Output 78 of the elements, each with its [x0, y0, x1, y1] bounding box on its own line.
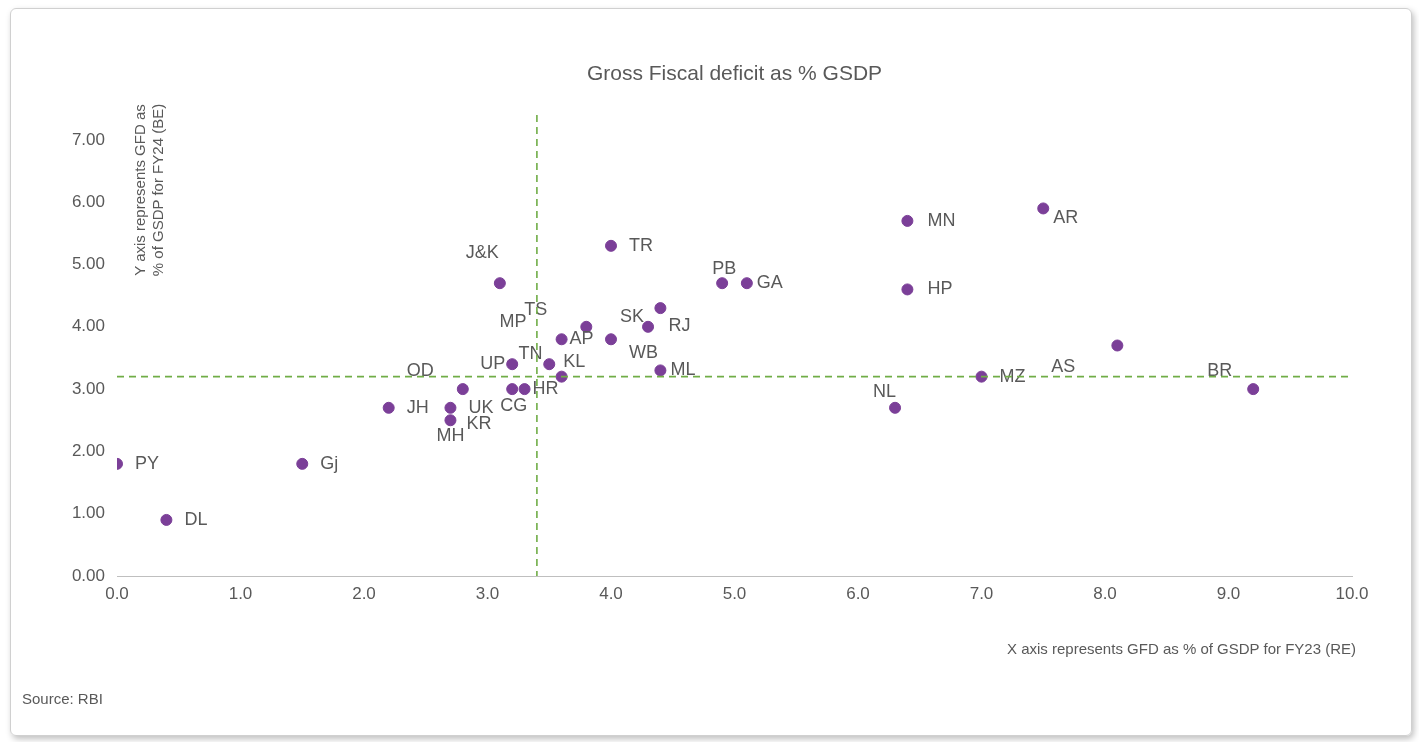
- annotation: OD: [406, 360, 434, 381]
- annotation: TN: [518, 342, 543, 363]
- y-tick-label: 5.00: [71, 254, 105, 274]
- annotation: HP: [927, 278, 953, 299]
- point: [654, 364, 667, 377]
- point: [444, 401, 457, 414]
- annotation: J&K: [465, 242, 499, 263]
- annotation: MH: [436, 425, 465, 446]
- x-tick-label: 9.0: [1216, 583, 1241, 603]
- y-tick-label: 6.00: [71, 191, 105, 211]
- point: [506, 358, 519, 371]
- point: [296, 457, 309, 470]
- annotation: Gj: [320, 452, 339, 473]
- x-tick-label: 0.0: [105, 583, 129, 603]
- annotation: AP: [569, 328, 594, 349]
- annotation: WB: [629, 342, 658, 363]
- annotation: PY: [135, 452, 160, 473]
- x-tick-label: 5.0: [722, 583, 747, 603]
- annotation: MP: [499, 311, 527, 332]
- x-tick-label: 3.0: [475, 583, 500, 603]
- point: [444, 414, 457, 427]
- annotation: CG: [500, 395, 528, 416]
- annotation: TR: [629, 234, 653, 255]
- annotation: SK: [620, 305, 645, 326]
- annotation: MN: [927, 209, 956, 230]
- point: [901, 214, 914, 227]
- point: [382, 401, 395, 414]
- point: [518, 383, 531, 396]
- annotation: PB: [712, 258, 737, 279]
- source-note: Source: RBI: [22, 690, 103, 708]
- annotation: KL: [563, 351, 586, 372]
- point: [901, 283, 914, 296]
- point: [654, 302, 667, 315]
- point: [456, 383, 469, 396]
- annotation: NL: [873, 380, 897, 401]
- point: [1111, 339, 1124, 352]
- annotation: HR: [532, 378, 559, 399]
- annotation: ML: [670, 359, 696, 380]
- chart-title: Gross Fiscal deficit as % GSDP: [586, 60, 883, 84]
- annotation: RJ: [668, 315, 691, 336]
- x-tick-label: 4.0: [599, 583, 623, 603]
- point: [1247, 383, 1260, 396]
- annotation: GA: [756, 272, 783, 293]
- y-tick-label: 0.00: [71, 565, 105, 585]
- x-tick-label: 1.0: [228, 583, 253, 603]
- x-tick-label: 7.0: [969, 583, 994, 603]
- point: [506, 383, 519, 396]
- y-tick-label: 3.00: [71, 378, 105, 398]
- annotation: UP: [480, 353, 506, 374]
- point: [555, 333, 568, 346]
- x-tick-label: 10.0: [1335, 583, 1369, 603]
- y-tick-label: 1.00: [71, 503, 105, 523]
- annotation: JH: [406, 396, 429, 417]
- y-tick-label: 4.00: [71, 316, 105, 336]
- annotation: AR: [1053, 207, 1079, 228]
- point: [543, 358, 556, 371]
- y-tick-label: 7.00: [71, 129, 105, 149]
- annotation: MZ: [999, 365, 1026, 386]
- point: [160, 513, 173, 526]
- y-axis-title: Y axis represents GFD as % of GSDP for FY24 (BE): [131, 103, 167, 277]
- x-tick-label: 2.0: [352, 583, 376, 603]
- point: [642, 320, 655, 333]
- point: [740, 277, 753, 290]
- annotation: BR: [1207, 360, 1233, 381]
- point: [889, 401, 902, 414]
- point: [1037, 202, 1050, 215]
- x-tick-label: 6.0: [846, 583, 870, 603]
- annotation: AS: [1051, 356, 1076, 377]
- y-tick-label: 2.00: [71, 441, 105, 461]
- point: [605, 333, 617, 346]
- point: [975, 370, 988, 383]
- x-tick-label: 8.0: [1093, 583, 1117, 603]
- annotation: DL: [184, 508, 208, 529]
- point: [605, 239, 617, 252]
- point: [493, 277, 506, 290]
- point: [555, 370, 568, 383]
- point: [716, 277, 729, 290]
- x-axis-title: X axis represents GFD as % of GSDP for FY23 (RE): [1007, 640, 1356, 658]
